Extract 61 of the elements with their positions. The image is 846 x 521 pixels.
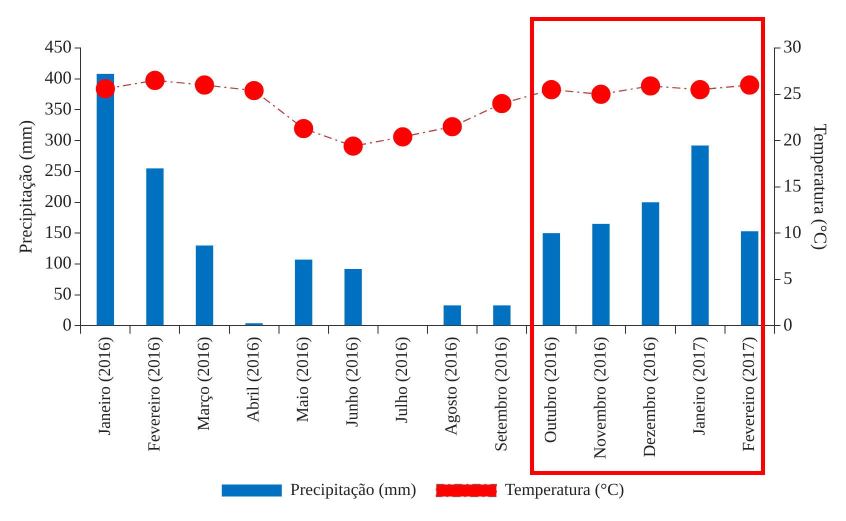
legend-label: Temperatura (°C) <box>504 480 624 499</box>
bar <box>542 233 560 326</box>
x-tick-label: Julho (2016) <box>392 336 412 424</box>
point <box>344 136 363 156</box>
x-tick-label: Junho (2016) <box>342 336 362 427</box>
y2-tick-label: 15 <box>783 176 802 196</box>
y-tick-label: 150 <box>44 222 72 242</box>
y-tick-label: 0 <box>62 314 72 334</box>
y-tick-label: 200 <box>44 191 72 212</box>
x-tick-label: Janeiro (2016) <box>94 336 114 436</box>
point <box>542 80 561 100</box>
bar <box>294 260 312 326</box>
y2-tick-label: 0 <box>783 314 792 334</box>
point <box>294 118 314 138</box>
x-tick-label: Fevereiro (2017) <box>739 336 758 452</box>
point <box>740 75 760 95</box>
point <box>393 127 412 146</box>
point <box>96 79 115 98</box>
x-tick-label: Dezembro (2016) <box>640 336 659 458</box>
bar <box>196 245 214 326</box>
bar <box>691 146 709 326</box>
bar <box>642 202 660 326</box>
y-axis-title: Precipitação (mm) <box>16 120 36 254</box>
y2-tick-label: 30 <box>783 36 802 57</box>
bar <box>740 231 758 326</box>
point <box>640 76 660 96</box>
y2-tick-label: 20 <box>783 129 802 150</box>
legend-label: Precipitação (mm) <box>290 480 416 499</box>
y-tick-label: 450 <box>44 36 72 57</box>
x-tick-label: Maio (2016) <box>293 336 312 422</box>
point <box>492 94 512 114</box>
bar <box>592 224 610 326</box>
point <box>244 80 264 100</box>
y-tick-label: 100 <box>44 252 72 273</box>
y2-tick-label: 25 <box>783 83 802 104</box>
y-tick-label: 50 <box>54 284 72 304</box>
bar <box>96 74 114 326</box>
point <box>194 75 214 95</box>
y-tick-label: 400 <box>44 68 72 88</box>
point <box>145 70 165 90</box>
bar <box>146 168 164 326</box>
x-tick-label: Novembro (2016) <box>590 336 610 459</box>
x-tick-label: Fevereiro (2016) <box>144 336 164 452</box>
x-tick-label: Janeiro (2017) <box>690 336 709 436</box>
y-tick-label: 250 <box>44 160 72 180</box>
bar <box>344 268 362 326</box>
x-tick-label: Abril (2016) <box>244 336 263 422</box>
x-tick-label: Março (2016) <box>194 336 213 431</box>
x-tick-label: Agosto (2016) <box>442 336 461 436</box>
bar <box>444 305 461 326</box>
point <box>690 80 710 100</box>
y2-axis-title: Temperatura (°C) <box>810 124 830 250</box>
y-tick-label: 300 <box>44 129 72 150</box>
point <box>591 84 611 104</box>
x-tick-label: Setembro (2016) <box>491 336 510 452</box>
x-tick-label: Outubro (2016) <box>540 336 560 443</box>
y-tick-label: 350 <box>44 98 72 118</box>
point <box>442 117 462 136</box>
bar <box>493 305 511 326</box>
y2-tick-label: 5 <box>783 268 792 288</box>
y2-tick-label: 10 <box>783 222 802 242</box>
